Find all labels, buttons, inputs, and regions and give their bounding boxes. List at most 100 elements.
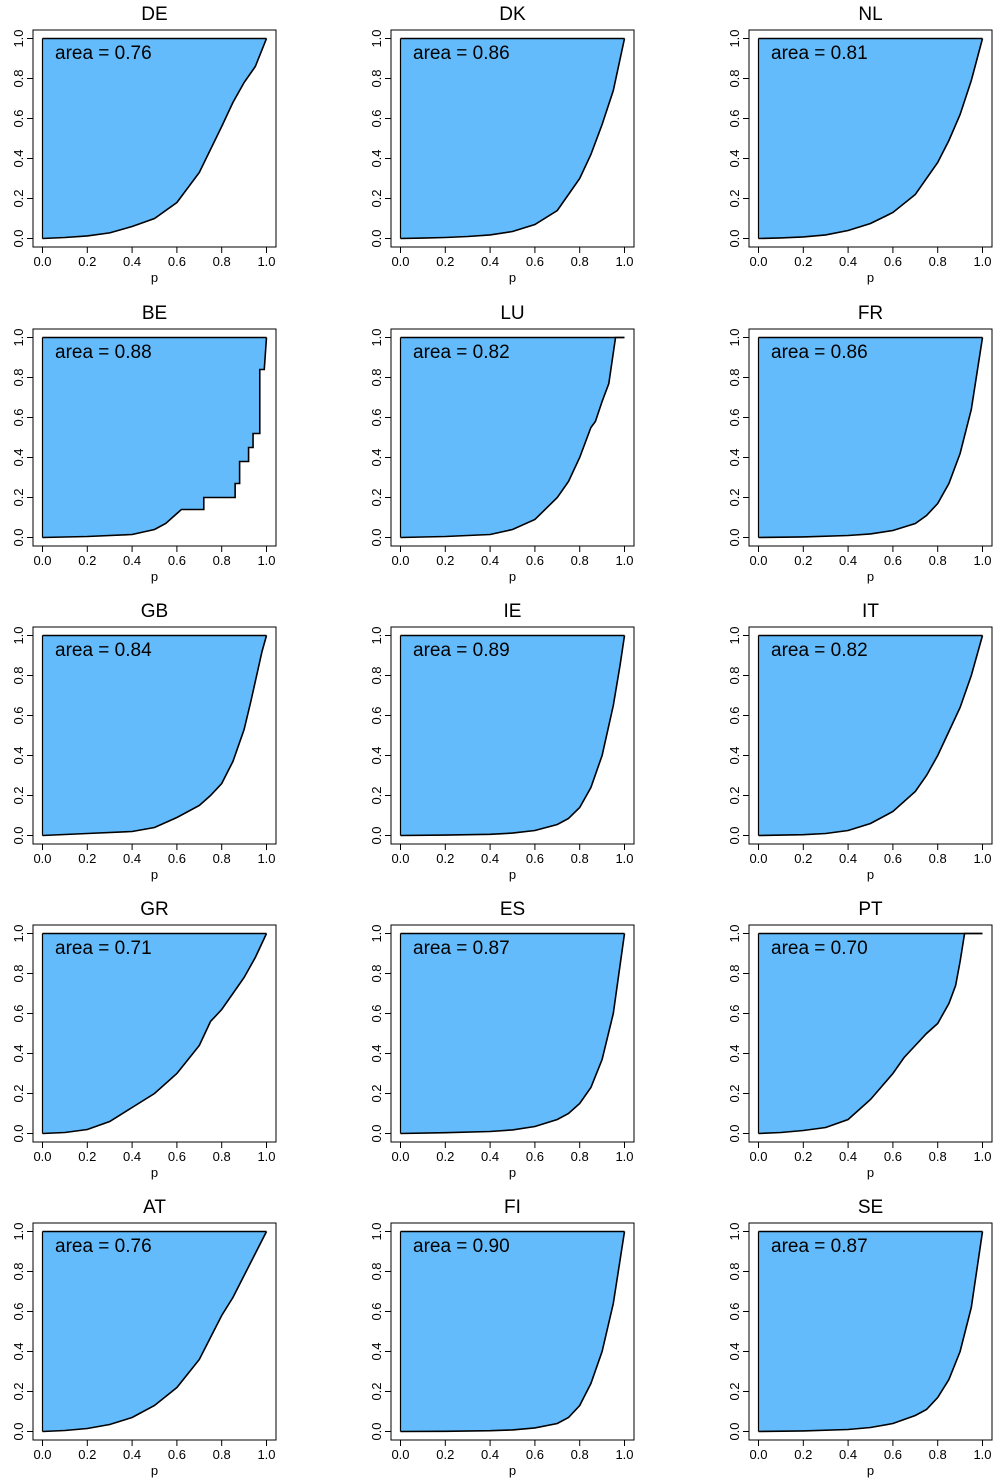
y-tick-label: 0.2: [727, 786, 742, 804]
x-axis-label: p: [867, 867, 874, 882]
y-tick-label: 1.0: [727, 29, 742, 47]
x-tick-label: 0.0: [391, 254, 409, 269]
y-tick-label: 1.0: [11, 29, 26, 47]
curve-line: [758, 38, 984, 240]
x-axis-label: p: [509, 1463, 516, 1478]
x-tick-label: 0.6: [884, 1447, 902, 1462]
panel-se: SE area = 0.87 0.0 0.0 0.2 0.2 0.4 0.4 0.6 0.6 0.8…: [727, 1197, 993, 1478]
x-axis-label: p: [509, 270, 516, 285]
x-tick-label: 0.2: [436, 851, 454, 866]
area-fill: [758, 38, 983, 239]
x-tick-label: 1.0: [615, 254, 633, 269]
y-tick-label: 0.4: [11, 1044, 26, 1062]
curve-line: [758, 1231, 984, 1433]
area-annotation: area = 0.88: [55, 342, 152, 363]
x-tick-label: 0.2: [78, 1447, 96, 1462]
panel-title: PT: [858, 899, 883, 920]
area-annotation: area = 0.70: [771, 938, 868, 959]
panel-dk: DK area = 0.86 0.0 0.0 0.2 0.2 0.4 0.4 0.6 0.6 0.8…: [369, 4, 635, 285]
x-tick-label: 0.6: [168, 553, 186, 568]
plot-frame: [390, 29, 635, 248]
curve-line: [758, 932, 983, 1135]
area-annotation: area = 0.82: [771, 640, 868, 661]
y-tick-label: 0.8: [727, 964, 742, 982]
y-tick-label: 0.6: [727, 706, 742, 724]
plot-frame: [748, 1222, 993, 1441]
y-tick-label: 0.8: [369, 964, 384, 982]
curve-line: [42, 337, 268, 539]
panel-fr: FR area = 0.86 0.0 0.0 0.2 0.2 0.4 0.4 0.6 0.6 0.8…: [727, 303, 993, 584]
plot-frame: [32, 328, 277, 547]
x-tick-label: 0.4: [123, 553, 141, 568]
x-tick-label: 1.0: [257, 254, 275, 269]
plot-frame: [748, 29, 993, 248]
curve-line: [758, 337, 984, 539]
x-tick-label: 0.4: [123, 1149, 141, 1164]
y-tick-label: 1.0: [727, 328, 742, 346]
y-tick-label: 0.2: [369, 786, 384, 804]
plot-frame: [390, 1222, 635, 1441]
area-annotation: area = 0.84: [55, 640, 152, 661]
y-tick-label: 0.6: [11, 706, 26, 724]
x-tick-label: 0.0: [749, 1447, 767, 1462]
area-fill: [758, 635, 983, 836]
panel-be: BE area = 0.88 0.0 0.0 0.2 0.2 0.4 0.4 0.6 0.6 0.8…: [11, 303, 277, 584]
y-tick-label: 0.0: [369, 229, 384, 247]
x-tick-label: 0.8: [571, 851, 589, 866]
y-tick-label: 0.0: [11, 826, 26, 844]
x-tick-label: 1.0: [257, 1149, 275, 1164]
area-annotation: area = 0.82: [413, 342, 510, 363]
curve-line: [42, 1231, 268, 1433]
y-tick-label: 0.4: [369, 1342, 384, 1360]
x-tick-label: 0.6: [526, 553, 544, 568]
y-tick-label: 0.2: [727, 189, 742, 207]
curve-line: [42, 933, 268, 1135]
panel-title: ES: [500, 899, 525, 920]
plot-frame: [32, 924, 277, 1143]
x-tick-label: 0.2: [436, 1447, 454, 1462]
x-axis-label: p: [867, 270, 874, 285]
y-tick-label: 0.2: [369, 1084, 384, 1102]
y-tick-label: 1.0: [727, 1222, 742, 1240]
x-tick-label: 0.8: [213, 553, 231, 568]
y-tick-label: 0.6: [11, 1004, 26, 1022]
x-tick-label: 1.0: [257, 553, 275, 568]
area-fill: [400, 38, 625, 239]
y-tick-label: 0.2: [11, 786, 26, 804]
x-tick-label: 0.0: [749, 851, 767, 866]
y-tick-label: 0.0: [727, 528, 742, 546]
y-tick-label: 0.0: [369, 826, 384, 844]
area-annotation: area = 0.90: [413, 1236, 510, 1257]
x-tick-label: 0.6: [884, 553, 902, 568]
panel-at: AT area = 0.76 0.0 0.0 0.2 0.2 0.4 0.4 0.6 0.6 0.8…: [11, 1197, 277, 1478]
x-tick-label: 0.0: [749, 1149, 767, 1164]
x-tick-label: 0.2: [436, 254, 454, 269]
x-tick-label: 0.8: [213, 1447, 231, 1462]
x-tick-label: 0.8: [929, 553, 947, 568]
x-tick-label: 0.8: [929, 254, 947, 269]
area-annotation: area = 0.81: [771, 43, 868, 64]
x-axis-label: p: [151, 1463, 158, 1478]
area-annotation: area = 0.89: [413, 640, 510, 661]
panel-title: NL: [858, 4, 882, 25]
x-tick-label: 0.4: [481, 553, 499, 568]
x-tick-label: 0.8: [929, 851, 947, 866]
x-tick-label: 0.8: [929, 1447, 947, 1462]
y-tick-label: 0.0: [727, 1124, 742, 1142]
panel-gr: GR area = 0.71 0.0 0.0 0.2 0.2 0.4 0.4 0.6 0.6 0.8…: [11, 899, 277, 1180]
x-axis-label: p: [867, 569, 874, 584]
curve-line: [42, 635, 268, 837]
x-tick-label: 0.0: [391, 851, 409, 866]
x-tick-label: 0.8: [571, 1447, 589, 1462]
x-tick-label: 0.4: [839, 553, 857, 568]
x-tick-label: 0.0: [749, 553, 767, 568]
area-fill: [400, 933, 625, 1134]
x-axis-label: p: [867, 1463, 874, 1478]
x-tick-label: 0.2: [78, 553, 96, 568]
x-axis-label: p: [509, 867, 516, 882]
area-fill: [400, 635, 625, 836]
x-tick-label: 0.8: [571, 254, 589, 269]
y-tick-label: 0.8: [727, 69, 742, 87]
y-tick-label: 0.8: [369, 1262, 384, 1280]
x-tick-label: 0.4: [839, 1447, 857, 1462]
